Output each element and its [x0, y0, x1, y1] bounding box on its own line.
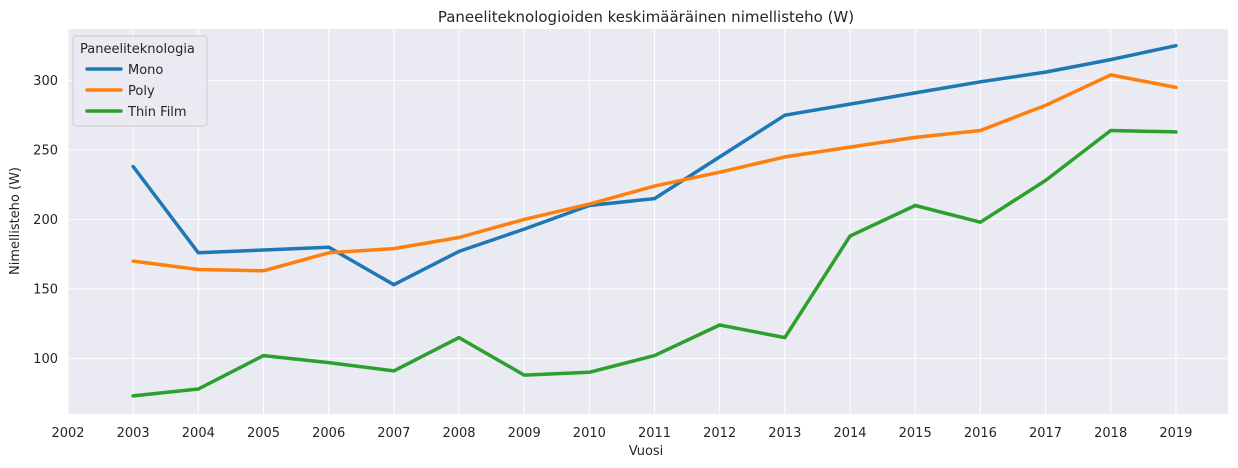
data-point-mono [1044, 70, 1048, 74]
data-point-mono [783, 113, 787, 117]
data-point-thin-film [913, 204, 917, 208]
data-point-mono [392, 283, 396, 287]
data-point-poly [131, 259, 135, 263]
data-point-mono [131, 165, 135, 169]
legend-box [72, 35, 208, 127]
data-point-mono [848, 102, 852, 106]
data-point-thin-film [848, 234, 852, 238]
x-tick-label: 2002 [51, 426, 84, 441]
x-tick-label: 2011 [638, 426, 671, 441]
x-tick-label: 2005 [247, 426, 280, 441]
data-point-thin-film [327, 361, 331, 365]
legend: Paneeliteknologia Mono Poly Thin Film [72, 35, 208, 127]
data-point-thin-film [1109, 128, 1113, 132]
data-point-poly [457, 235, 461, 239]
data-point-thin-film [783, 336, 787, 340]
data-point-mono [196, 251, 200, 255]
series-layer [131, 43, 1178, 398]
x-axis-ticks: 2002 2003 2004 2005 2006 2007 2008 2009 2010 2011… [51, 426, 1192, 441]
data-point-thin-film [587, 370, 591, 374]
data-point-poly [718, 170, 722, 174]
data-point-poly [848, 145, 852, 149]
data-point-poly [587, 202, 591, 206]
data-point-thin-film [718, 323, 722, 327]
data-point-thin-film [196, 387, 200, 391]
chart-title: Paneeliteknologioiden keskimääräinen nim… [438, 8, 854, 26]
data-point-mono [913, 91, 917, 95]
data-point-thin-film [392, 369, 396, 373]
data-point-thin-film [1174, 130, 1178, 134]
x-tick-label: 2006 [312, 426, 345, 441]
y-tick-label: 300 [33, 74, 58, 89]
data-point-mono [457, 249, 461, 253]
legend-entries: Mono Poly Thin Film [85, 63, 187, 120]
data-point-poly [913, 135, 917, 139]
data-point-mono [653, 197, 657, 201]
x-tick-label: 2017 [1029, 426, 1062, 441]
legend-title: Paneeliteknologia [80, 42, 195, 57]
data-point-poly [1174, 85, 1178, 89]
x-tick-label: 2008 [442, 426, 475, 441]
x-tick-label: 2016 [964, 426, 997, 441]
legend-label-mono: Mono [128, 63, 163, 78]
legend-label-thin-film: Thin Film [127, 105, 187, 120]
data-point-thin-film [978, 220, 982, 224]
data-point-mono [327, 245, 331, 249]
legend-label-poly: Poly [128, 84, 155, 99]
x-tick-label: 2004 [182, 426, 215, 441]
x-tick-label: 2007 [377, 426, 410, 441]
data-point-thin-film [131, 394, 135, 398]
x-tick-label: 2018 [1094, 426, 1127, 441]
data-point-poly [522, 217, 526, 221]
data-point-poly [978, 128, 982, 132]
x-tick-label: 2013 [768, 426, 801, 441]
y-tick-label: 100 [33, 352, 58, 367]
plot-background [68, 29, 1228, 414]
x-axis-title: Vuosi [629, 444, 664, 459]
data-point-poly [327, 251, 331, 255]
data-point-thin-film [522, 373, 526, 377]
y-axis-ticks: 100 150 200 250 300 [33, 74, 58, 367]
x-tick-label: 2012 [703, 426, 736, 441]
x-tick-label: 2015 [899, 426, 932, 441]
data-point-mono [1174, 44, 1178, 48]
data-point-mono [262, 248, 266, 252]
data-point-poly [392, 247, 396, 251]
data-point-poly [1109, 73, 1113, 77]
x-tick-label: 2014 [833, 426, 866, 441]
data-point-poly [1044, 103, 1048, 107]
data-point-thin-film [457, 336, 461, 340]
x-tick-label: 2009 [508, 426, 541, 441]
x-tick-label: 2010 [573, 426, 606, 441]
x-tick-label: 2003 [117, 426, 150, 441]
data-point-thin-film [1044, 178, 1048, 182]
x-tick-label: 2019 [1159, 426, 1192, 441]
y-axis-title: Nimellisteho (W) [8, 167, 23, 275]
data-point-poly [262, 269, 266, 273]
y-tick-label: 200 [33, 213, 58, 228]
data-point-mono [1109, 58, 1113, 62]
data-point-poly [653, 184, 657, 188]
data-point-mono [978, 80, 982, 84]
data-point-poly [783, 155, 787, 159]
y-tick-label: 250 [33, 143, 58, 158]
data-point-mono [718, 155, 722, 159]
data-point-mono [522, 227, 526, 231]
data-point-poly [196, 267, 200, 271]
data-point-thin-film [653, 354, 657, 358]
data-point-thin-film [262, 354, 266, 358]
y-tick-label: 150 [33, 282, 58, 297]
